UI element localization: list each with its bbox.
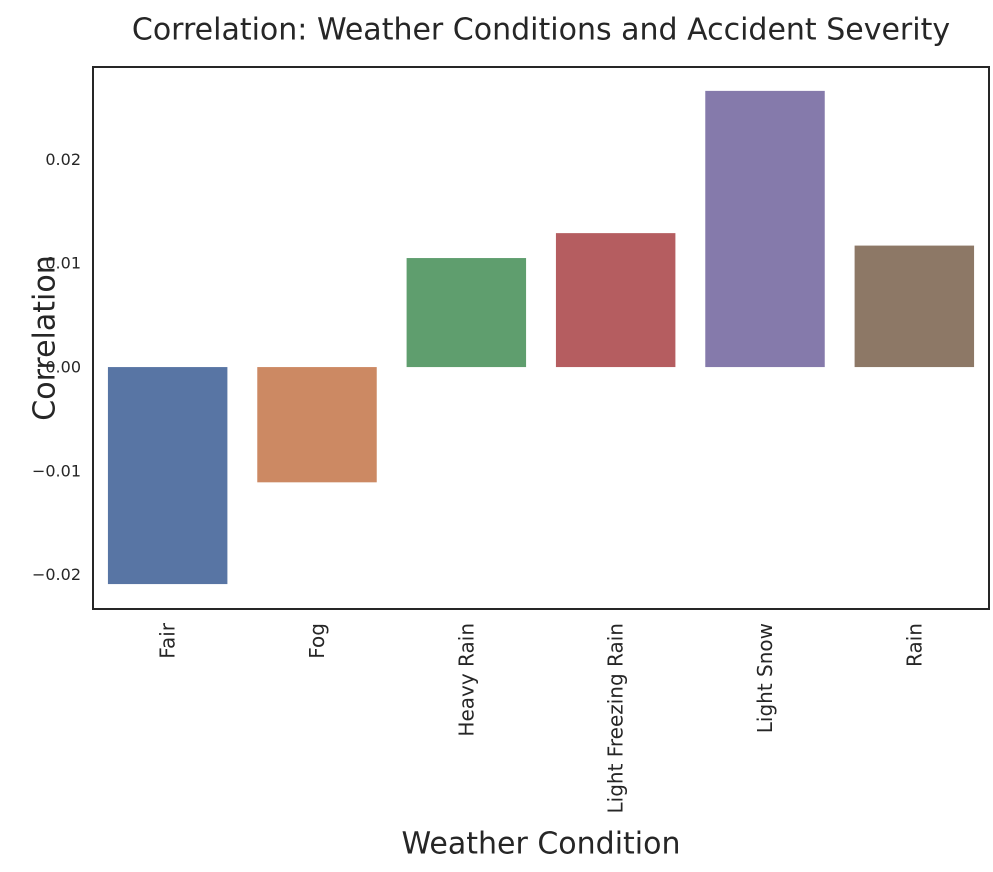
y-axis-label: Correlation (28, 255, 63, 420)
x-tick-label: Fair (156, 622, 180, 658)
y-tick-label: 0.02 (45, 150, 81, 169)
x-tick-label: Heavy Rain (454, 623, 478, 737)
y-tick-label: −0.01 (32, 461, 81, 480)
bar-heavy-rain (406, 258, 527, 368)
x-tick-label: Light Snow (753, 623, 777, 733)
plot-area: Fair Fog Heavy Rain Light Freezing Rain Ligh… (32, 66, 990, 813)
plot-frame (92, 66, 990, 610)
bar-light-snow (705, 90, 825, 368)
bar-fair (107, 367, 228, 585)
x-tick-label: Fog (305, 623, 329, 659)
chart-title: Correlation: Weather Conditions and Acci… (132, 13, 950, 48)
y-tick-label: 0.01 (45, 254, 81, 273)
x-axis-label: Weather Condition (401, 827, 680, 862)
bar-fog (257, 367, 377, 483)
y-tick-label: −0.02 (32, 565, 81, 584)
x-tick-label: Rain (902, 623, 926, 667)
y-tick-label: 0.00 (45, 358, 81, 377)
x-tick-label: Light Freezing Rain (604, 623, 628, 813)
bar-rain (854, 245, 975, 368)
bar-light-freezing-rain (555, 233, 676, 368)
